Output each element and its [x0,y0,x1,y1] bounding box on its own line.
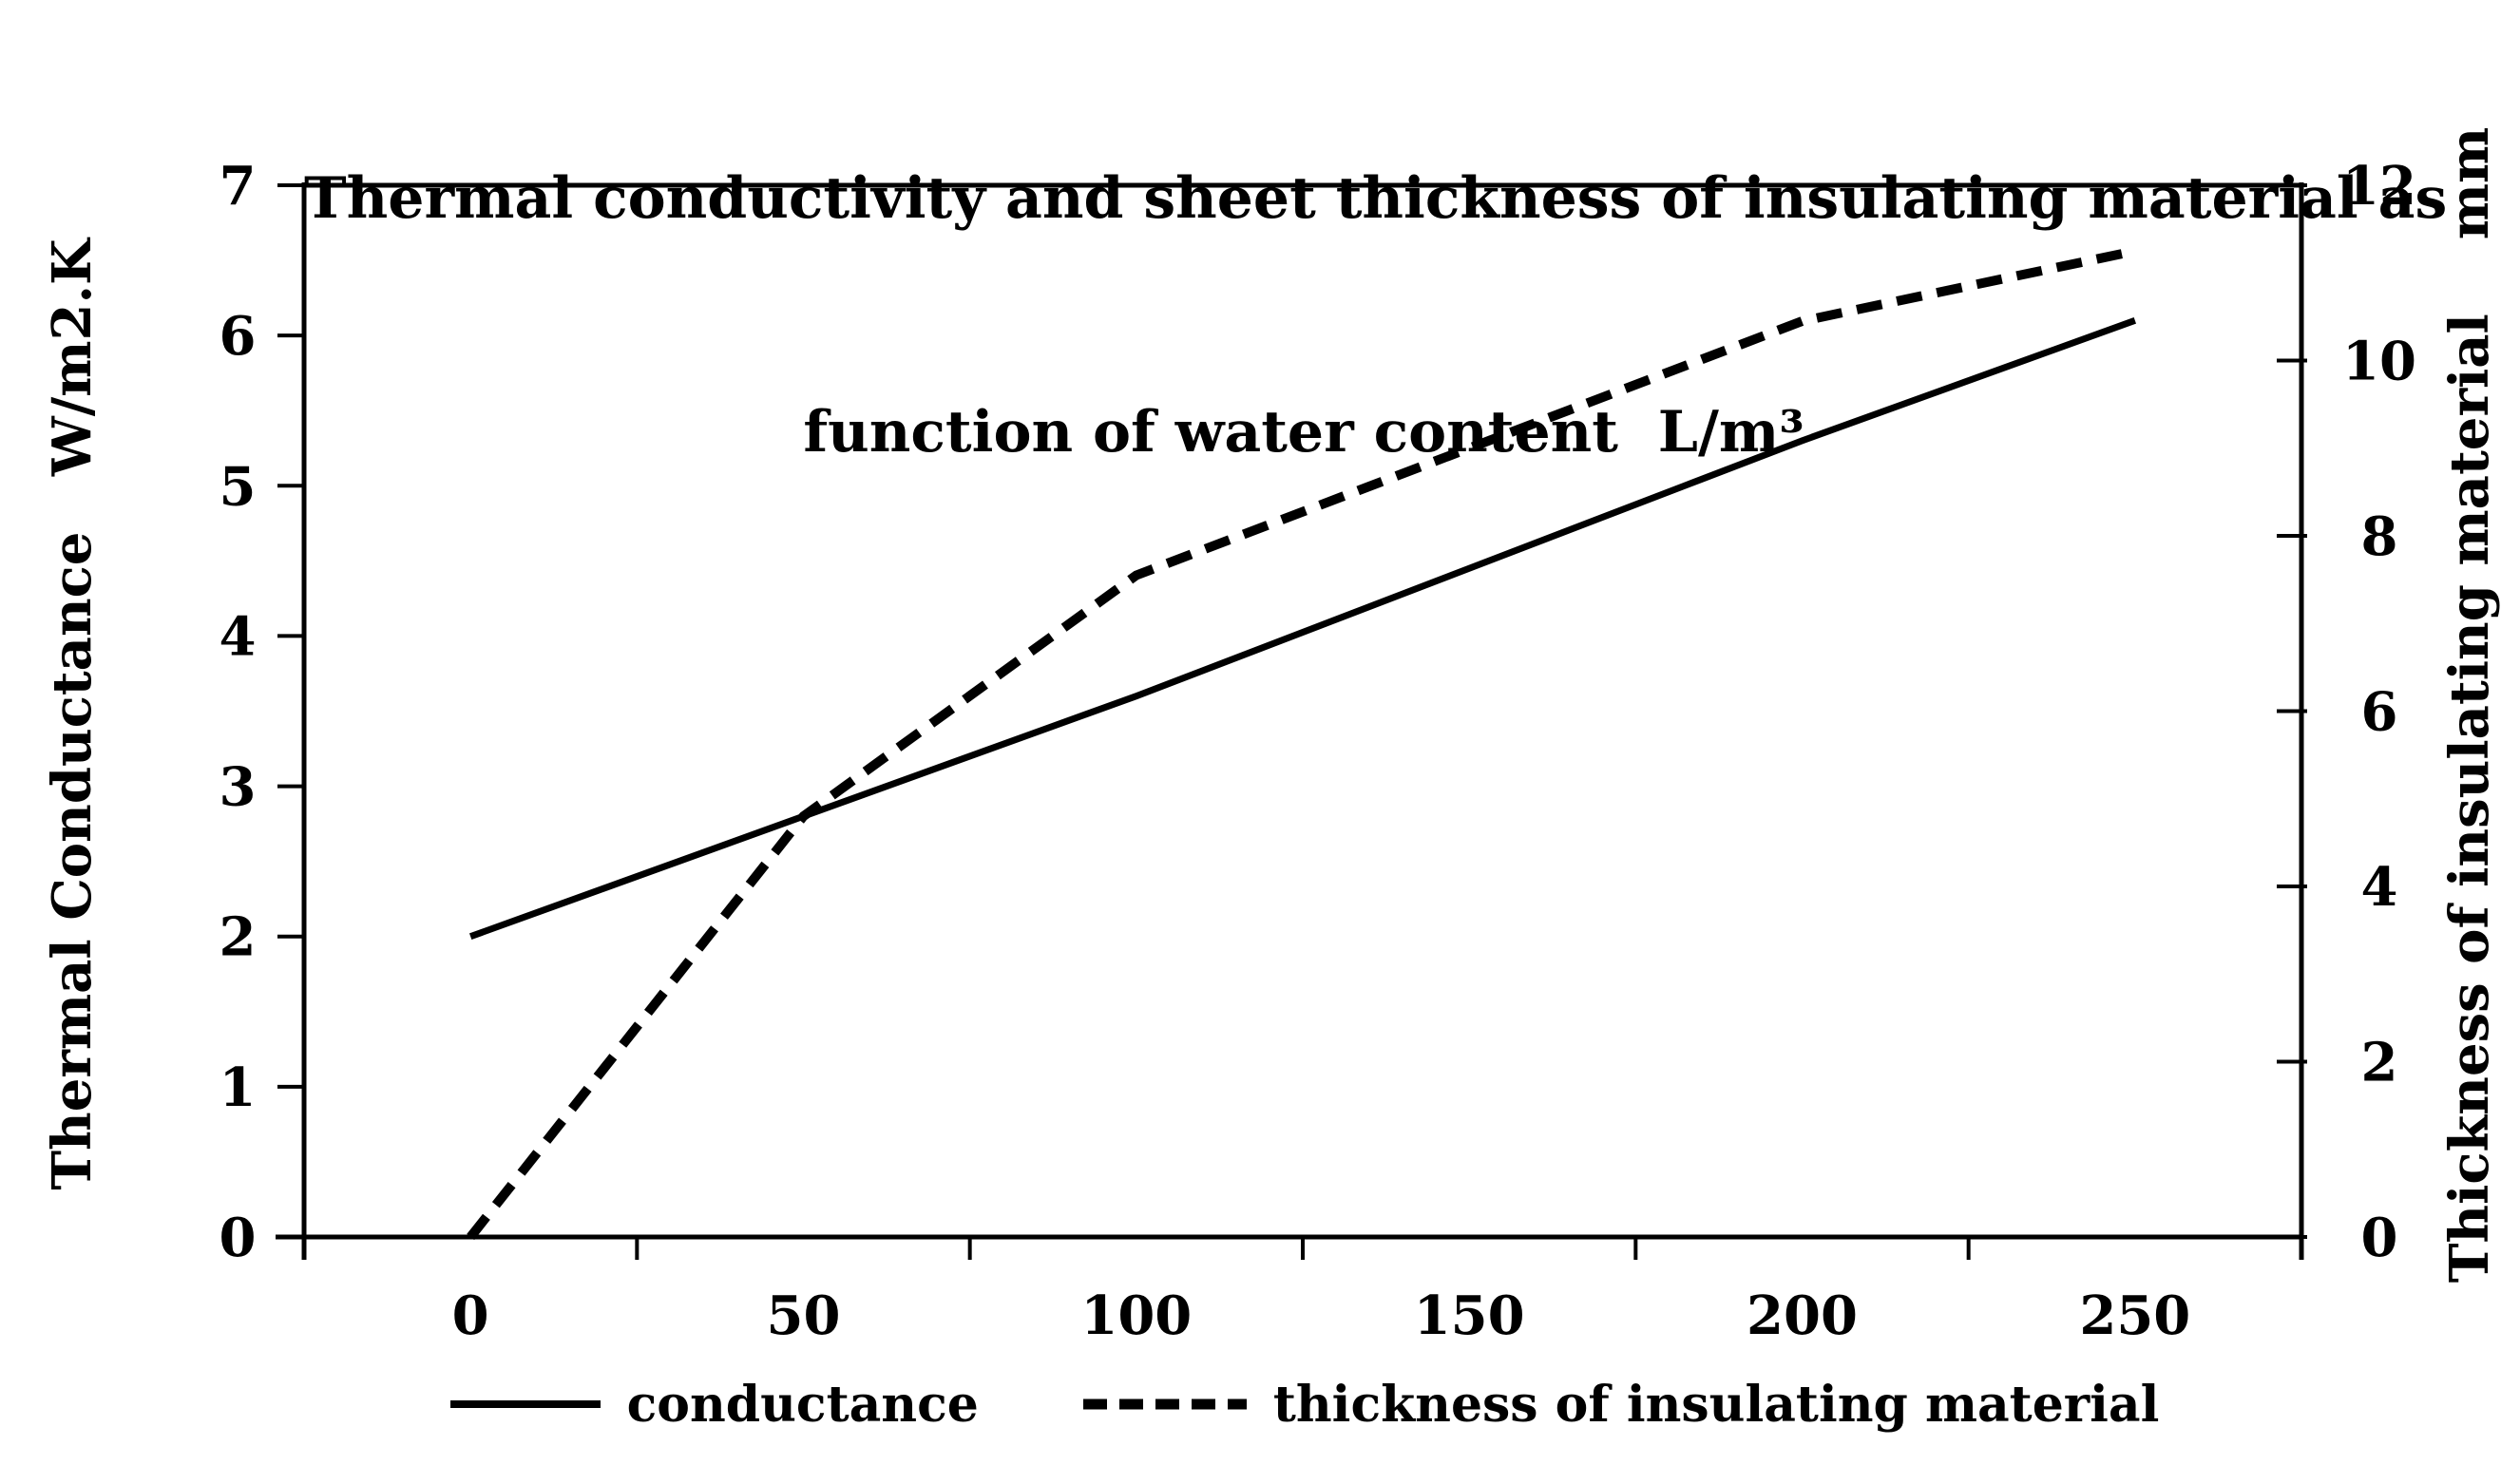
x-tick-label: 100 [1080,1284,1192,1347]
right-y-tick-label: 8 [2361,505,2398,568]
right-y-tick-label: 12 [2342,155,2416,218]
dashed-line-icon [1082,1398,1247,1410]
chart-title-line2: function of water content L/m³ [803,399,1804,466]
left-y-tick-label: 3 [220,756,257,819]
left-y-tick-label: 1 [220,1056,257,1119]
left-y-tick-label: 0 [220,1207,257,1269]
left-y-axis-title: Thermal Conductance W/m2.K [41,238,104,1190]
left-y-tick-label: 7 [220,155,257,218]
legend-item-conductance: conductance [449,1376,979,1434]
legend: conductance thickness of insulating mate… [304,1366,2303,1442]
x-tick-label: 150 [1414,1284,1525,1347]
right-y-tick-label: 4 [2361,856,2398,919]
chart-title: Thermal conductivity and sheet thickness… [304,4,2448,627]
left-y-tick-label: 5 [220,455,257,518]
right-y-tick-label: 2 [2361,1032,2398,1094]
x-tick-label: 0 [452,1284,489,1347]
right-y-tick-label: 0 [2361,1207,2398,1269]
left-y-tick-label: 6 [220,305,257,368]
x-tick-label: 50 [767,1284,841,1347]
right-y-tick-label: 10 [2342,331,2416,393]
x-tick-label: 250 [2079,1284,2190,1347]
right-y-tick-label: 6 [2361,681,2398,744]
x-tick-label: 200 [1747,1284,1858,1347]
legend-item-thickness: thickness of insulating material [1081,1375,2160,1434]
right-y-axis-title: Thickness of insulating material mm [2438,126,2501,1284]
left-y-tick-label: 2 [220,906,257,969]
left-y-tick-label: 4 [220,605,257,668]
conductance-series-line [468,317,2137,941]
thickness-series-line [467,246,2136,1241]
solid-line-icon [449,1400,601,1408]
legend-label: thickness of insulating material [1272,1375,2160,1434]
chart-title-line1: Thermal conductivity and sheet thickness… [304,165,2448,232]
legend-label: conductance [626,1375,979,1434]
